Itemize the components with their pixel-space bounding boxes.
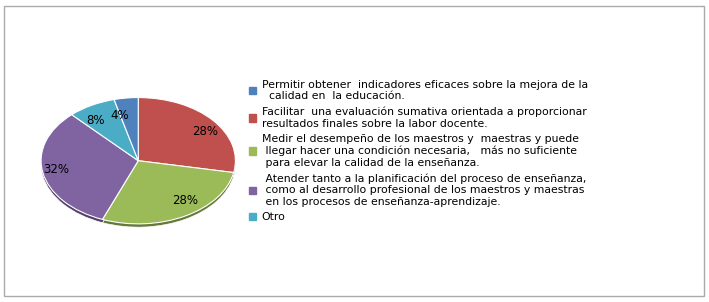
Text: 28%: 28% (192, 125, 218, 138)
Wedge shape (41, 118, 138, 223)
Wedge shape (41, 115, 138, 220)
Legend: Permitir obtener  indicadores eficaces sobre la mejora de la
  calidad en  la ed: Permitir obtener indicadores eficaces so… (245, 76, 591, 226)
Text: 32%: 32% (43, 163, 69, 176)
Wedge shape (138, 101, 235, 176)
Text: 8%: 8% (86, 114, 104, 127)
Wedge shape (114, 98, 138, 161)
Text: 28%: 28% (172, 194, 198, 207)
Wedge shape (103, 161, 234, 224)
Wedge shape (72, 103, 138, 164)
Text: 4%: 4% (111, 109, 130, 122)
Wedge shape (114, 101, 138, 164)
Wedge shape (138, 98, 235, 172)
Wedge shape (103, 164, 234, 227)
Wedge shape (72, 100, 138, 161)
